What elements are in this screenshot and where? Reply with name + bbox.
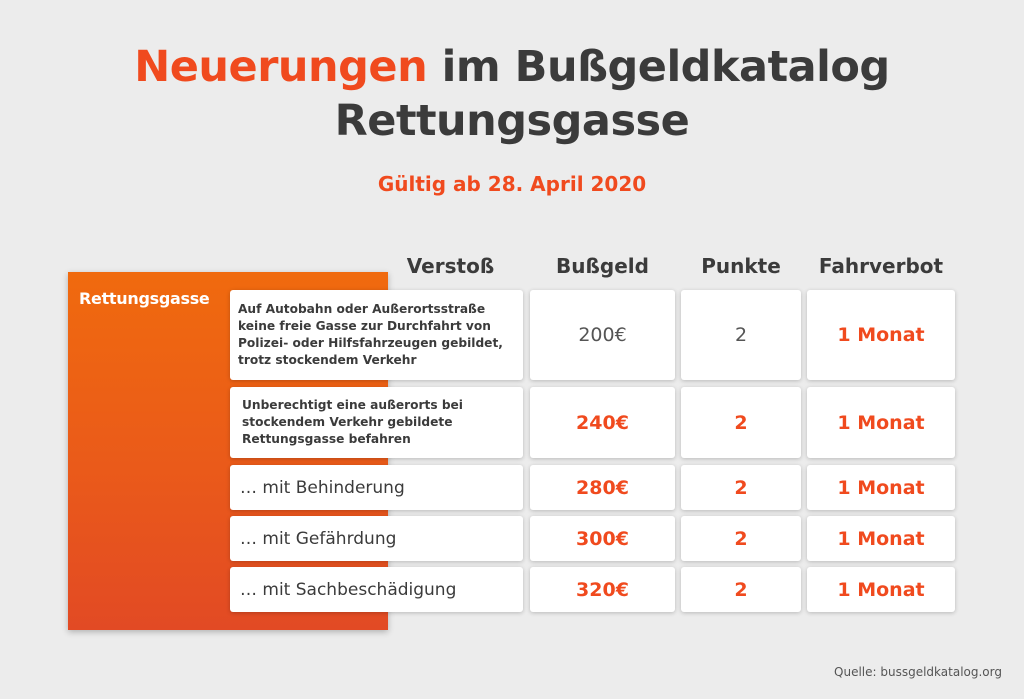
title-line-1: Neuerungen im Bußgeldkatalog	[0, 40, 1024, 94]
table-row-3-bussgeld: 280€	[530, 465, 675, 510]
table-row-4-punkte: 2	[681, 516, 801, 561]
source-note: Quelle: bussgeldkatalog.org	[834, 665, 1002, 679]
title-accent: Neuerungen	[134, 42, 428, 92]
table-row-4-fahrverbot: 1 Monat	[807, 516, 955, 561]
table-row-1-fahrverbot: 1 Monat	[807, 290, 955, 380]
table-row-3-verstoss: … mit Behinderung	[230, 465, 523, 510]
table-row-2-fahrverbot: 1 Monat	[807, 387, 955, 458]
table-row-2-punkte: 2	[681, 387, 801, 458]
column-header-punkte: Punkte	[701, 254, 781, 278]
category-label: Rettungsgasse	[79, 289, 210, 308]
title-line-2: Rettungsgasse	[334, 96, 690, 146]
table-row-4-verstoss: … mit Gefährdung	[230, 516, 523, 561]
column-header-verstoss: Verstoß	[406, 254, 495, 278]
subtitle: Gültig ab 28. April 2020	[377, 172, 647, 196]
page-title: Neuerungen im Bußgeldkatalog Rettungsgas…	[0, 40, 1024, 148]
title-rest: im Bußgeldkatalog	[441, 42, 891, 92]
table-row-5-bussgeld: 320€	[530, 567, 675, 612]
table-row-4-bussgeld: 300€	[530, 516, 675, 561]
table-row-5-verstoss: … mit Sachbeschädigung	[230, 567, 523, 612]
table-row-1-verstoss: Auf Autobahn oder Außerortsstraße keine …	[230, 290, 523, 380]
table-row-3-fahrverbot: 1 Monat	[807, 465, 955, 510]
table-row-5-punkte: 2	[681, 567, 801, 612]
column-header-bussgeld: Bußgeld	[556, 254, 649, 278]
table-row-5-fahrverbot: 1 Monat	[807, 567, 955, 612]
column-header-fahrverbot: Fahrverbot	[818, 254, 944, 278]
table-row-3-punkte: 2	[681, 465, 801, 510]
table-row-2-bussgeld: 240€	[530, 387, 675, 458]
table-row-1-punkte: 2	[681, 290, 801, 380]
table-row-1-bussgeld: 200€	[530, 290, 675, 380]
table-row-2-verstoss: Unberechtigt eine außerorts bei stockend…	[230, 387, 523, 458]
